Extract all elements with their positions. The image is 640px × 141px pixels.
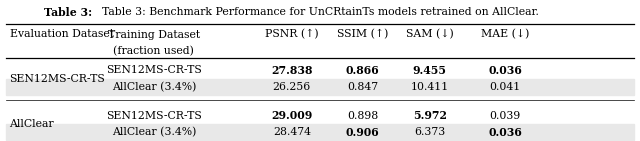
Text: 10.411: 10.411 [411, 82, 449, 92]
Text: 0.036: 0.036 [488, 127, 522, 138]
Text: AllClear (3.4%): AllClear (3.4%) [111, 127, 196, 137]
Text: PSNR (↑): PSNR (↑) [265, 28, 319, 39]
Text: 0.866: 0.866 [346, 65, 380, 76]
Text: 0.906: 0.906 [346, 127, 380, 138]
Text: 28.474: 28.474 [273, 127, 311, 137]
Text: 29.009: 29.009 [271, 110, 312, 121]
Text: (fraction used): (fraction used) [113, 45, 194, 56]
Text: 0.036: 0.036 [488, 65, 522, 76]
Text: Table 3: Benchmark Performance for UnCRtainTs models retrained on AllClear.: Table 3: Benchmark Performance for UnCRt… [102, 7, 538, 17]
Text: 0.041: 0.041 [490, 82, 521, 92]
Bar [6, 124, 634, 140]
Text: 0.898: 0.898 [347, 111, 378, 121]
Bar [6, 79, 634, 94]
Text: SSIM (↑): SSIM (↑) [337, 28, 388, 39]
Text: 9.455: 9.455 [413, 65, 447, 76]
Text: AllClear: AllClear [10, 119, 54, 129]
Text: SAM (↓): SAM (↓) [406, 28, 454, 39]
Text: Training Dataset: Training Dataset [108, 30, 200, 40]
Text: SEN12MS-CR-TS: SEN12MS-CR-TS [10, 74, 106, 84]
Text: MAE (↓): MAE (↓) [481, 28, 529, 39]
Text: SEN12MS-CR-TS: SEN12MS-CR-TS [106, 66, 202, 75]
Text: Evaluation Dataset: Evaluation Dataset [10, 29, 113, 39]
Text: AllClear (3.4%): AllClear (3.4%) [111, 82, 196, 92]
Text: Table 3:: Table 3: [44, 7, 92, 18]
Text: 6.373: 6.373 [414, 127, 445, 137]
Text: 5.972: 5.972 [413, 110, 447, 121]
Text: 27.838: 27.838 [271, 65, 312, 76]
Text: SEN12MS-CR-TS: SEN12MS-CR-TS [106, 111, 202, 121]
Text: 0.847: 0.847 [347, 82, 378, 92]
Text: 0.039: 0.039 [490, 111, 521, 121]
Text: 26.256: 26.256 [273, 82, 311, 92]
